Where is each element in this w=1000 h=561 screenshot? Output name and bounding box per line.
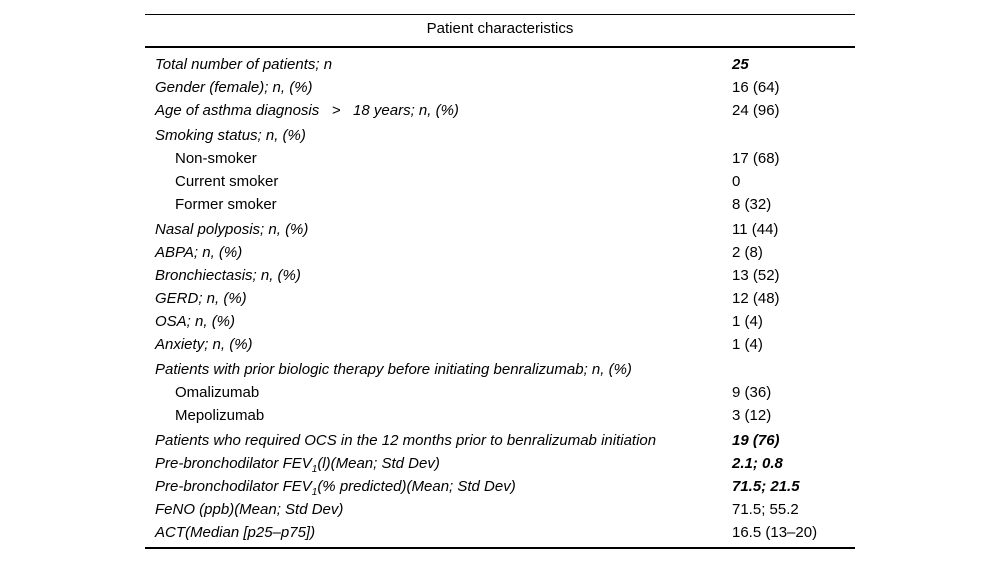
table-row: Nasal polyposis; n, (%) 11 (44) <box>145 218 855 241</box>
row-label: Pre-bronchodilator FEV1(l)(Mean; Std Dev… <box>155 455 440 475</box>
table-row: GERD; n, (%) 12 (48) <box>145 287 855 310</box>
row-value: 1 (4) <box>732 336 763 353</box>
table-row: Former smoker 8 (32) <box>145 193 855 216</box>
row-value: 1 (4) <box>732 313 763 330</box>
row-label: FeNO (ppb)(Mean; Std Dev) <box>155 501 344 518</box>
row-label: Total number of patients; n <box>155 56 333 73</box>
table-row: Smoking status; n, (%) <box>145 124 855 147</box>
table-body: Total number of patients; n 25 Gender (fem… <box>145 48 855 547</box>
row-label: Smoking status; n, (%) <box>155 127 306 144</box>
row-value: 71.5; 21.5 <box>732 478 800 495</box>
row-label: ACT(Median [p25–p75]) <box>155 524 316 541</box>
table-row: OSA; n, (%) 1 (4) <box>145 310 855 333</box>
row-label: Pre-bronchodilator FEV1(% predicted)(Mea… <box>155 478 516 498</box>
table-row: Anxiety; n, (%) 1 (4) <box>145 333 855 356</box>
table-row: Current smoker 0 <box>145 170 855 193</box>
row-value: 25 <box>732 56 749 73</box>
row-label: Nasal polyposis; n, (%) <box>155 221 309 238</box>
table-row: Omalizumab 9 (36) <box>145 381 855 404</box>
row-label: Non-smoker <box>175 150 257 167</box>
row-value: 24 (96) <box>732 102 780 119</box>
row-value: 11 (44) <box>732 221 779 238</box>
row-label: Bronchiectasis; n, (%) <box>155 267 301 284</box>
table-row: Pre-bronchodilator FEV1(% predicted)(Mea… <box>145 475 855 498</box>
table-title: Patient characteristics <box>426 20 574 37</box>
row-label: Gender (female); n, (%) <box>155 79 313 96</box>
table-row: Mepolizumab 3 (12) <box>145 404 855 427</box>
row-value: 8 (32) <box>732 196 772 213</box>
table-top-rule <box>145 14 855 15</box>
row-label: GERD; n, (%) <box>155 290 247 307</box>
row-value: 16 (64) <box>732 79 780 96</box>
row-label: Patients who required OCS in the 12 mont… <box>155 432 657 449</box>
table-bottom-rule <box>145 547 855 549</box>
table-row: Age of asthma diagnosis > 18 years; n, (… <box>145 99 855 122</box>
row-label: Mepolizumab <box>175 407 265 424</box>
table-row: Pre-bronchodilator FEV1(l)(Mean; Std Dev… <box>145 452 855 475</box>
table-row: Non-smoker 17 (68) <box>145 147 855 170</box>
row-label: Age of asthma diagnosis > 18 years; n, (… <box>155 102 459 119</box>
row-value: 71.5; 55.2 <box>732 501 799 518</box>
row-label: Omalizumab <box>175 384 260 401</box>
row-value: 3 (12) <box>732 407 772 424</box>
patient-characteristics-table: Patient characteristics Total number of … <box>145 14 855 549</box>
table-row: Gender (female); n, (%) 16 (64) <box>145 76 855 99</box>
row-value: 17 (68) <box>732 150 780 167</box>
table-row: Total number of patients; n 25 <box>145 53 855 76</box>
row-label: ABPA; n, (%) <box>155 244 243 261</box>
row-label: OSA; n, (%) <box>155 313 236 330</box>
row-value: 2 (8) <box>732 244 763 261</box>
table-row: ABPA; n, (%) 2 (8) <box>145 241 855 264</box>
row-value: 19 (76) <box>732 432 780 449</box>
table-row: Patients with prior biologic therapy bef… <box>145 358 855 381</box>
table-header-rule <box>145 46 855 48</box>
row-value: 9 (36) <box>732 384 772 401</box>
table-row: Patients who required OCS in the 12 mont… <box>145 429 855 452</box>
row-label: Anxiety; n, (%) <box>155 336 253 353</box>
row-value: 2.1; 0.8 <box>732 455 783 472</box>
row-value: 0 <box>732 173 741 190</box>
row-label: Patients with prior biologic therapy bef… <box>155 361 632 378</box>
row-value: 12 (48) <box>732 290 780 307</box>
subscript: 1 <box>311 487 318 498</box>
subscript: 1 <box>311 464 318 475</box>
table-row: ACT(Median [p25–p75]) 16.5 (13–20) <box>145 521 855 544</box>
row-value: 16.5 (13–20) <box>732 524 818 541</box>
table-row: Bronchiectasis; n, (%) 13 (52) <box>145 264 855 287</box>
row-value: 13 (52) <box>732 267 780 284</box>
table-row: FeNO (ppb)(Mean; Std Dev) 71.5; 55.2 <box>145 498 855 521</box>
row-label: Former smoker <box>175 196 277 213</box>
row-label: Current smoker <box>175 173 279 190</box>
